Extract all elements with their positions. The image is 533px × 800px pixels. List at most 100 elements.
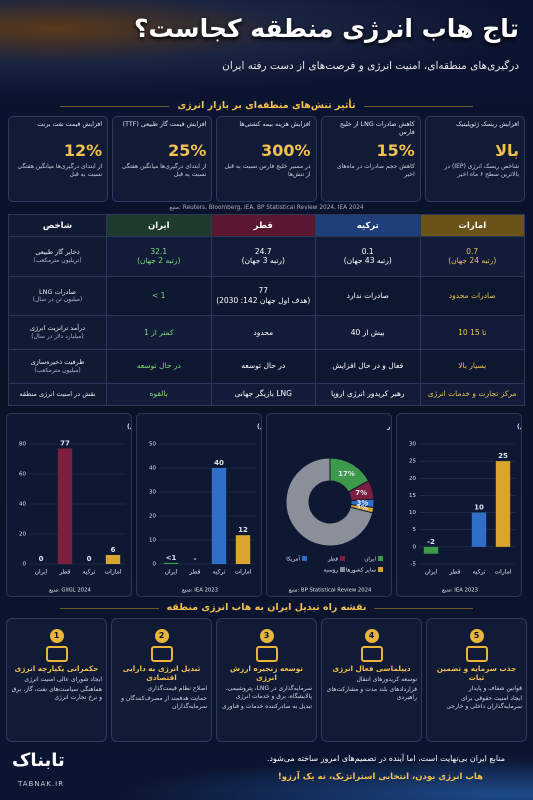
value-label: 0: [39, 555, 44, 563]
bar: [105, 555, 121, 564]
legend-label: آمریکا: [286, 556, 300, 563]
step-number: 2: [154, 629, 169, 643]
y-tick-label: 0: [23, 562, 27, 568]
legend-swatch: [340, 567, 345, 572]
y-tick-label: 80: [19, 442, 26, 448]
row-label: نقش در امنیت انرژی منطقه: [8, 382, 107, 407]
impact-card: کاهش صادرات LNG از خلیج فارس 15% کاهش حجم …: [320, 116, 421, 202]
x-tick-label: امارات: [495, 569, 512, 576]
value-label: 7%: [355, 489, 367, 497]
y-tick-label: 20: [19, 532, 26, 538]
table-row: صادرات LNG (میلیون تن در سال) < 1 77 (هدف ا…: [8, 275, 525, 317]
impact-card: افزایش هزینه بیمه کشتی‌ها 300% در مسیر خلی…: [216, 116, 317, 202]
title: تاج هاب انرژی منطقه کجاست؟: [134, 14, 519, 43]
step-number: 1: [49, 629, 64, 643]
source: منبع: Reuters, Bloomberg, IEA, BP Statis…: [169, 205, 364, 211]
table-cell: بالقوه: [106, 382, 212, 407]
card-value: بالا: [495, 141, 519, 160]
row-unit: (تریلیون مترمکعب): [33, 256, 82, 264]
chart: سهم از تجارت جهانی گاز 17% 7% 3%2% ایران قطر آ…: [266, 413, 392, 597]
table-cell: < 1: [106, 275, 212, 317]
y-tick-label: 40: [149, 466, 156, 472]
step-number: 4: [364, 629, 379, 643]
step-number-wrap: 2: [116, 623, 207, 643]
card-title: کاهش صادرات LNG از خلیج فارس: [339, 121, 415, 137]
card-value: 15%: [376, 141, 415, 160]
value-label: 10: [474, 504, 484, 512]
step-icon: [255, 646, 278, 662]
card-desc: از ابتدای درگیری‌ها میانگین هفتگی نسبت ب…: [121, 163, 207, 179]
card-value: 25%: [168, 141, 207, 160]
card-title: افزایش هزینه بیمه کشتی‌ها: [239, 121, 311, 128]
quote: منابع ایران بی‌نهایت است، اما آینده در ت…: [266, 754, 505, 763]
y-tick-label: 15: [409, 493, 416, 499]
step-title: تبدیل انرژی به دارایی اقتصادی: [122, 664, 201, 682]
card-desc: شاخص ریسک انرژی (IEP) در بالاترین سطح ۶ …: [444, 163, 519, 179]
table-cell: 77 (هدف اول جهان 142: 2030): [210, 275, 316, 317]
row-label: درآمد ترانزیت انرژی (میلیارد دلار در سال): [8, 315, 107, 350]
legend-swatch: [378, 567, 383, 572]
chart-title: درآمد ترانزیت انرژی (میلیارد دلار در سال…: [257, 422, 262, 431]
legend-label: سایر کشورها: [346, 567, 377, 574]
header: تاج هاب انرژی منطقه کجاست؟ درگیری‌های من…: [0, 0, 533, 96]
bar: [163, 562, 179, 564]
y-tick-label: 10: [149, 538, 156, 544]
row-unit: (میلیون مترمکعب): [34, 366, 81, 374]
step-number-wrap: 1: [11, 623, 102, 643]
legend-swatch: [378, 556, 383, 561]
step-icon: [150, 646, 173, 662]
row-unit: (میلیارد دلار در سال): [31, 332, 84, 340]
step-number-wrap: 4: [326, 623, 417, 643]
value-label: -: [194, 555, 197, 563]
section-title-text: نقشه راه تبدیل ایران به هاب انرژی منطقه: [158, 602, 375, 613]
y-tick-label: 0: [413, 544, 417, 550]
y-tick-label: 60: [19, 472, 26, 478]
table-cell: محدود: [210, 315, 316, 350]
y-tick-label: 30: [149, 490, 156, 496]
value-label: <1: [166, 554, 177, 562]
table-row: درآمد ترانزیت انرژی (میلیارد دلار در سال)…: [8, 315, 525, 350]
impact-card: افزایش قیمت نفت برنت 12% از ابتدای درگیری‌…: [7, 116, 109, 202]
bar: [235, 535, 251, 564]
step-item: اصلاح نظام قیمت‌گذاری: [147, 685, 207, 692]
card-title: افزایش ریسک ژئوپلیتیک: [455, 121, 519, 128]
table-cell: در حال توسعه: [210, 348, 316, 384]
footer: منابع ایران بی‌نهایت است، اما آینده در ت…: [0, 746, 533, 800]
table-cell: بازیگر جهانی LNG: [210, 382, 316, 407]
table-cell: فعال و در حال افزایش: [315, 348, 421, 384]
table-row: ظرفیت ذخیره‌سازی (میلیون مترمکعب) در حال ت…: [8, 348, 525, 384]
roadmap-steps: 1 حکمرانی یکپارچه انرژی ایجاد شورای عالی ا…: [6, 618, 527, 742]
source: منبع: GIIGL 2024: [49, 588, 91, 594]
impact-card: افزایش ریسک ژئوپلیتیک بالا شاخص ریسک انرژی…: [424, 116, 525, 202]
bar: [57, 448, 73, 564]
step-item: سرمایه‌گذاری در LNG، پتروشیمی، پالایشگاه…: [225, 685, 312, 701]
x-tick-label: ترکیه: [83, 569, 96, 576]
table-cell: در حال توسعه: [106, 348, 212, 384]
step-item: هماهنگی سیاست‌های نفت، گاز، برق و نرخ تج…: [11, 686, 102, 702]
x-tick-label: ایران: [165, 569, 178, 576]
impact-cards: افزایش ریسک ژئوپلیتیک بالا شاخص ریسک انرژی…: [7, 116, 525, 202]
step-icon: [45, 646, 68, 662]
section-title: نقشه راه تبدیل ایران به هاب انرژی منطقه: [0, 602, 533, 613]
chart-title: سهم از تجارت جهانی گاز: [386, 423, 392, 431]
table-cell: رهبر کریدور انرژی اروپا: [315, 382, 421, 407]
table-cell: مرکز تجارت و خدمات انرژی: [419, 382, 525, 407]
source: منبع: BP Statistical Review 2024: [289, 588, 372, 594]
value-label: 6: [111, 546, 116, 554]
card-desc: از ابتدای درگیری‌ها میانگین هفتگی نسبت ب…: [17, 163, 103, 179]
x-tick-label: قطر: [58, 569, 70, 576]
value-label: 0: [87, 555, 92, 563]
row-label-text: نقش در امنیت انرژی منطقه: [19, 390, 96, 399]
row-label-text: ذخایر گاز طبیعی: [35, 248, 80, 257]
step-item: قراردادهای بلند مدت و مشارکت‌های راهبردی: [326, 686, 417, 702]
step-title: دیپلماسی فعال انرژی: [332, 664, 411, 673]
legend-swatch: [302, 556, 307, 561]
card-value: 300%: [261, 141, 311, 160]
step-item: ایجاد شورای عالی امنیت انرژی: [24, 676, 102, 683]
x-tick-label: امارات: [105, 569, 122, 576]
roadmap-step: 3 توسعه زنجیره ارزش انرژی سرمایه‌گذاری در …: [216, 618, 317, 742]
step-number-wrap: 5: [431, 623, 522, 643]
row-label-text: ظرفیت ذخیره‌سازی: [30, 358, 85, 367]
row-label: ظرفیت ذخیره‌سازی (میلیون مترمکعب): [8, 348, 107, 384]
row-label: صادرات LNG (میلیون تن در سال): [8, 275, 107, 317]
